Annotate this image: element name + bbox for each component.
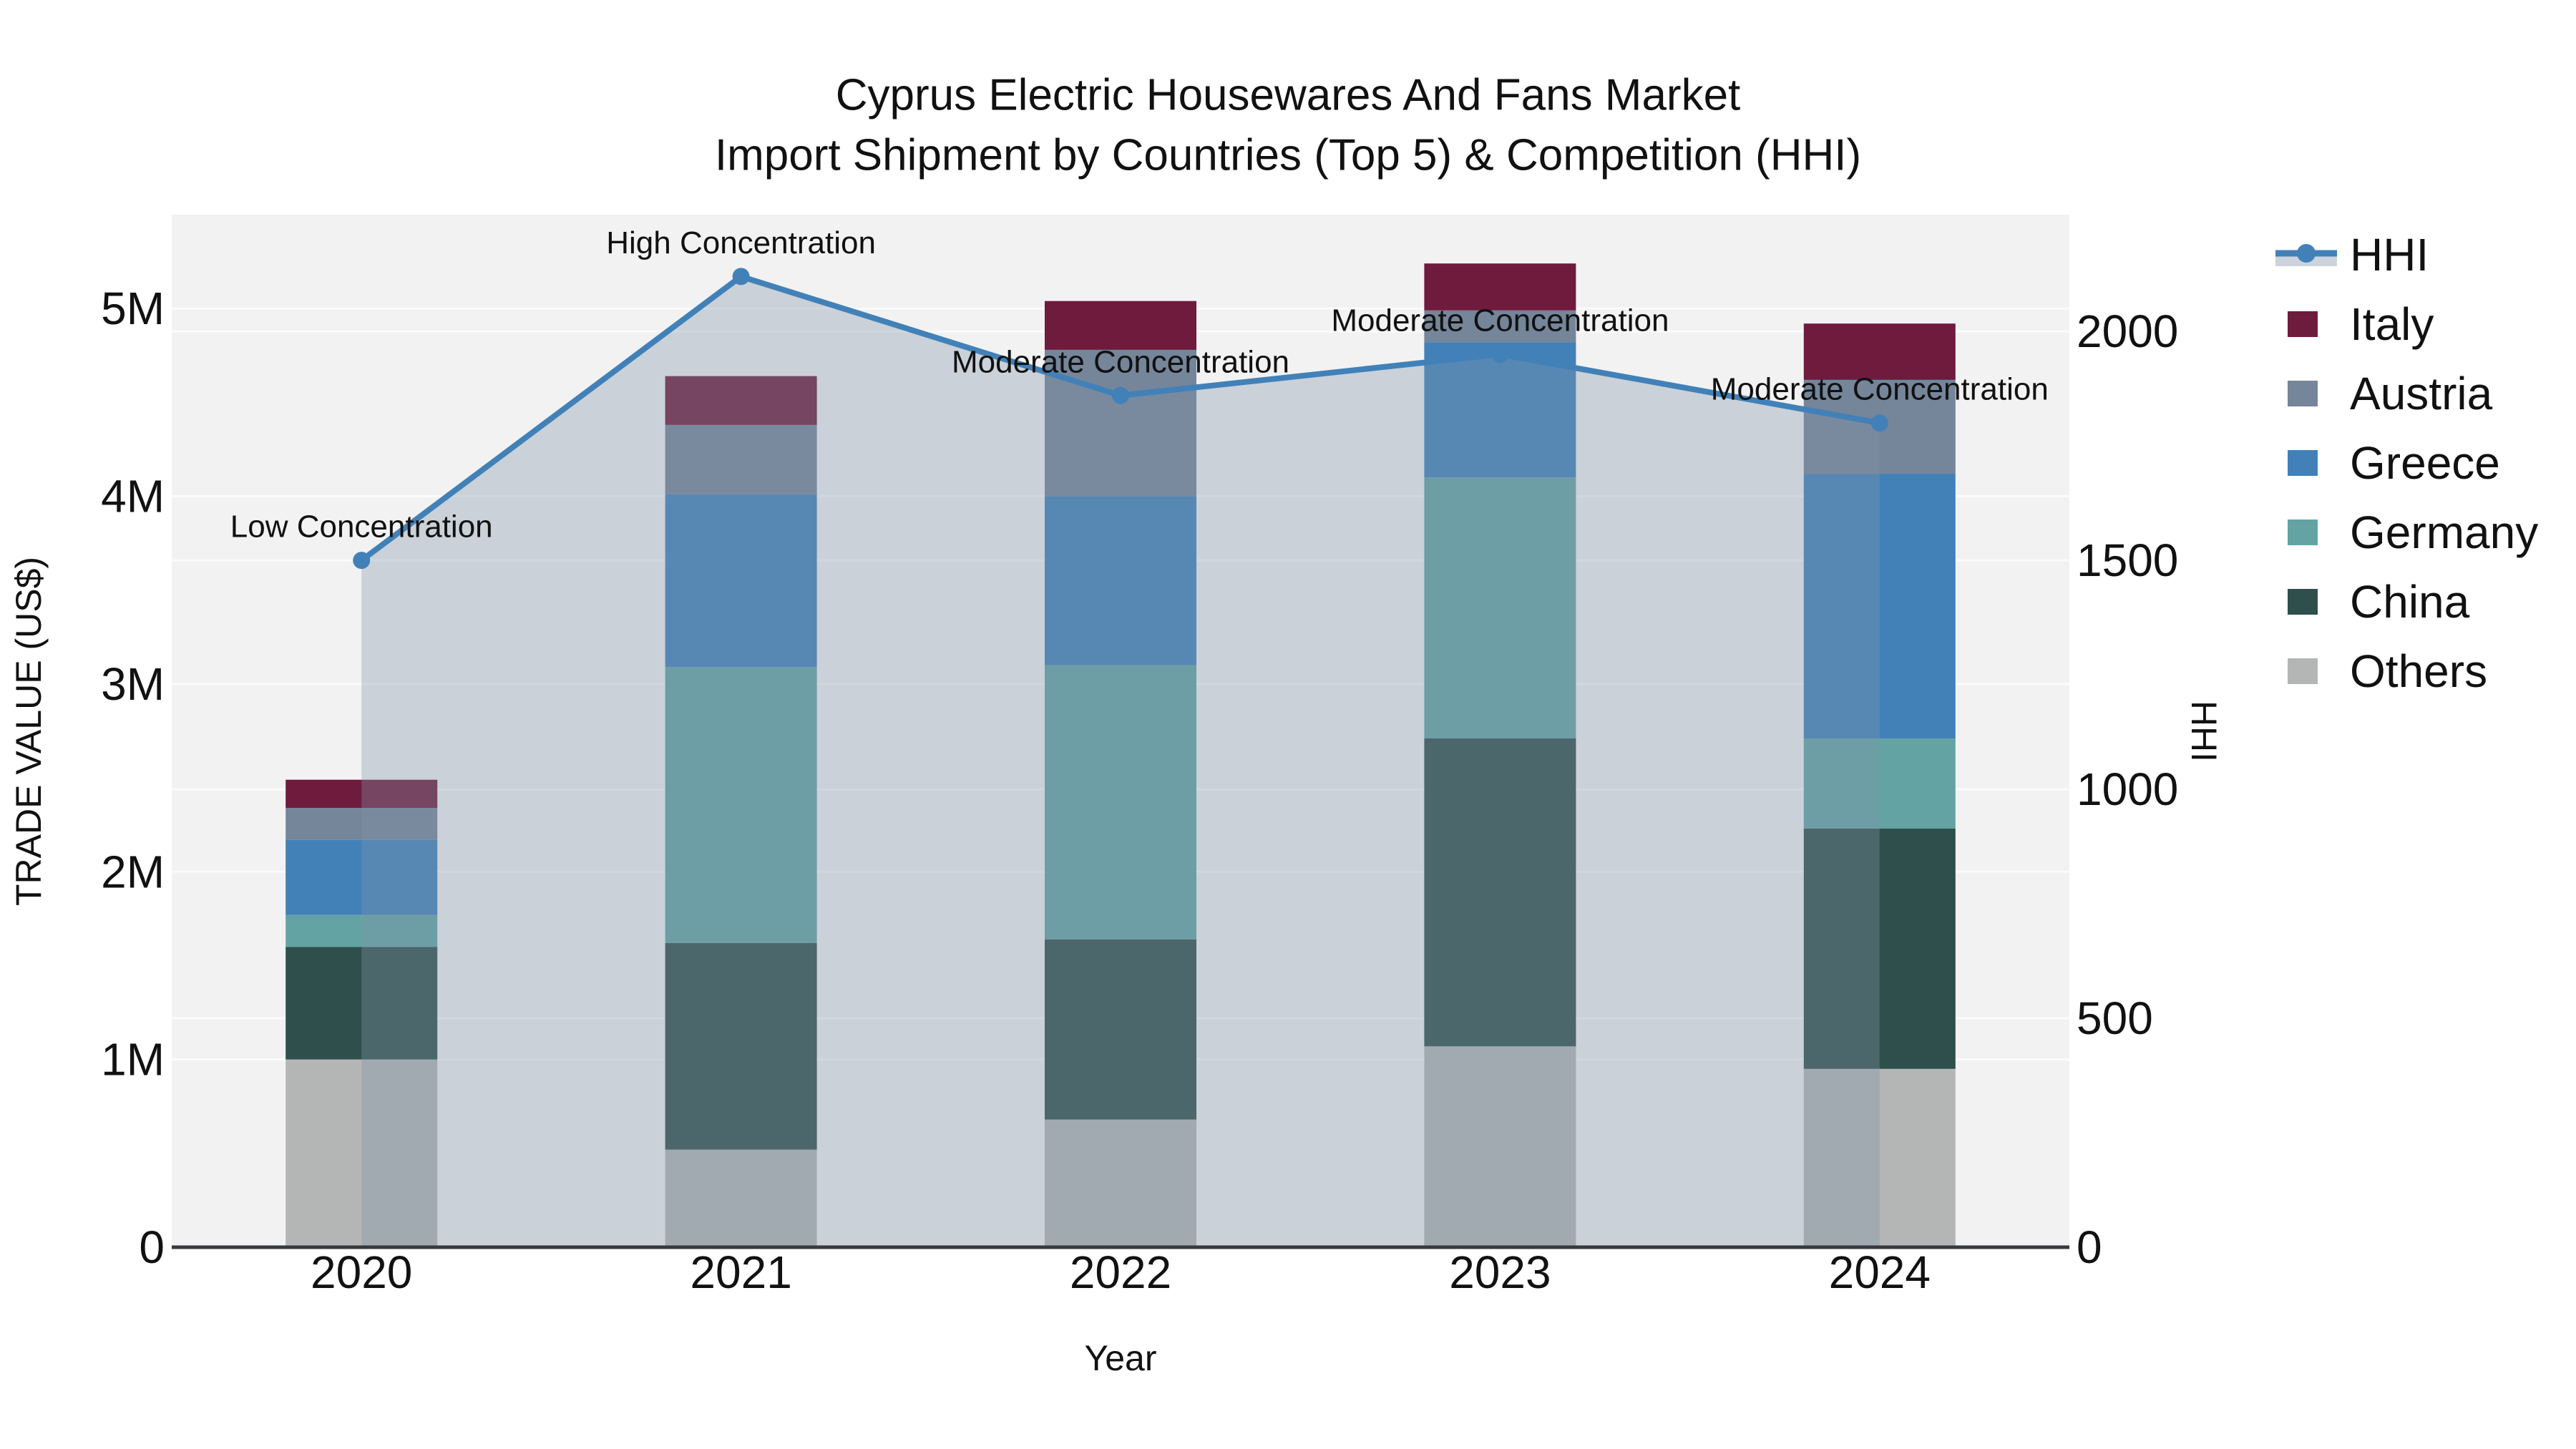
legend-label-germany[interactable]: Germany xyxy=(2350,507,2538,558)
legend-hhi-marker-icon[interactable] xyxy=(2297,244,2316,263)
y-tick-label-2M: 2M xyxy=(101,846,165,897)
y2-tick-label-1500: 1500 xyxy=(2077,535,2178,586)
hhi-marker-2022 xyxy=(1112,386,1129,404)
legend-item-germany[interactable]: Germany xyxy=(2288,507,2538,558)
bar-segment-2020-others xyxy=(286,1059,438,1247)
bar-segment-2022-austria xyxy=(1045,349,1196,497)
bar-segment-2022-italy xyxy=(1045,301,1196,350)
annotation-2023: Moderate Concentration xyxy=(1331,303,1669,338)
bar-segment-2020-germany xyxy=(286,914,438,947)
legend-swatch-greece[interactable] xyxy=(2288,450,2318,476)
y-axis-title: TRADE VALUE (US$) xyxy=(9,557,49,906)
y-tick-label-3M: 3M xyxy=(101,658,165,710)
bar-segment-2021-austria xyxy=(665,424,817,494)
annotation-2024: Moderate Concentration xyxy=(1711,372,2049,407)
legend-swatch-italy[interactable] xyxy=(2288,311,2318,337)
y-tick-label-5M: 5M xyxy=(101,283,165,334)
legend-label-italy[interactable]: Italy xyxy=(2350,298,2434,350)
chart-title: Cyprus Electric Housewares And Fans Mark… xyxy=(836,71,1741,120)
legend-label-hhi[interactable]: HHI xyxy=(2350,229,2429,280)
bar-segment-2022-china xyxy=(1045,939,1196,1120)
bar-segment-2021-germany xyxy=(665,667,817,943)
y-tick-label-0: 0 xyxy=(139,1221,165,1273)
bar-segment-2020-china xyxy=(286,947,438,1060)
bar-segment-2020-greece xyxy=(286,839,438,915)
bar-segment-2024-others xyxy=(1803,1068,1956,1247)
tick-labels: 0 1M 2M 3M 4M 5M 0 500 1000 1500 2000 2020 2021 2022 2… xyxy=(101,283,2178,1298)
bar-segment-2023-germany xyxy=(1424,477,1576,738)
legend-item-others[interactable]: Others xyxy=(2288,645,2487,697)
legend: HHI Italy Austria Greece Germany China Others xyxy=(2275,229,2538,697)
bars-group xyxy=(286,263,1956,1247)
bar-segment-2021-greece xyxy=(665,494,817,668)
y-tick-label-4M: 4M xyxy=(101,471,165,522)
bar-segment-2022-germany xyxy=(1045,665,1196,940)
chart-subtitle: Import Shipment by Countries (Top 5) & C… xyxy=(715,131,1861,180)
legend-swatch-others[interactable] xyxy=(2288,658,2318,684)
legend-label-austria[interactable]: Austria xyxy=(2350,368,2493,419)
bar-segment-2020-austria xyxy=(286,808,438,840)
x-tick-label-2021: 2021 xyxy=(690,1246,791,1298)
bar-segment-2024-italy xyxy=(1803,323,1956,380)
x-tick-label-2024: 2024 xyxy=(1829,1246,1931,1298)
legend-swatch-germany[interactable] xyxy=(2288,519,2318,545)
bar-segment-2022-greece xyxy=(1045,496,1196,665)
x-axis-title: Year xyxy=(1084,1338,1156,1378)
bar-segment-2023-italy xyxy=(1424,263,1576,311)
legend-item-china[interactable]: China xyxy=(2288,576,2470,628)
bar-segment-2021-china xyxy=(665,942,817,1150)
bar-segment-2020-italy xyxy=(286,779,438,809)
legend-label-china[interactable]: China xyxy=(2350,576,2470,628)
y2-tick-label-500: 500 xyxy=(2077,992,2153,1044)
legend-swatch-china[interactable] xyxy=(2288,589,2318,615)
annotation-2020: Low Concentration xyxy=(230,509,493,545)
bar-segment-2023-others xyxy=(1424,1046,1576,1247)
legend-item-austria[interactable]: Austria xyxy=(2288,368,2493,419)
legend-swatch-austria[interactable] xyxy=(2288,381,2318,406)
legend-label-greece[interactable]: Greece xyxy=(2350,437,2500,489)
legend-item-italy[interactable]: Italy xyxy=(2288,298,2434,350)
y2-axis-title: HHI xyxy=(2184,701,2224,762)
y2-tick-label-2000: 2000 xyxy=(2077,306,2178,357)
x-tick-label-2020: 2020 xyxy=(311,1246,412,1298)
hhi-marker-2023 xyxy=(1491,346,1509,364)
bar-segment-2024-germany xyxy=(1803,738,1956,829)
x-tick-label-2023: 2023 xyxy=(1449,1246,1551,1298)
bar-segment-2024-greece xyxy=(1803,474,1956,738)
annotations-group: Low Concentration High Concentration Moder… xyxy=(230,225,2049,545)
bar-segment-2024-china xyxy=(1803,828,1956,1069)
y2-tick-label-0: 0 xyxy=(2077,1221,2102,1273)
legend-item-greece[interactable]: Greece xyxy=(2288,437,2500,489)
bar-segment-2022-others xyxy=(1045,1119,1196,1247)
hhi-marker-2021 xyxy=(732,268,750,286)
bar-segment-2023-austria xyxy=(1424,310,1576,343)
legend-item-hhi[interactable]: HHI xyxy=(2275,229,2429,280)
bar-segment-2021-others xyxy=(665,1149,817,1247)
hhi-marker-2024 xyxy=(1870,414,1888,432)
x-tick-label-2022: 2022 xyxy=(1070,1246,1171,1298)
hhi-area-fill xyxy=(361,276,1880,1247)
bar-segment-2023-china xyxy=(1424,738,1576,1047)
annotation-2021: High Concentration xyxy=(606,225,876,260)
hhi-marker-2020 xyxy=(353,552,371,570)
legend-label-others[interactable]: Others xyxy=(2350,645,2487,697)
annotation-2022: Moderate Concentration xyxy=(952,344,1289,379)
y-tick-label-1M: 1M xyxy=(101,1034,165,1085)
bar-segment-2021-italy xyxy=(665,376,817,425)
y2-tick-label-1000: 1000 xyxy=(2077,763,2178,815)
